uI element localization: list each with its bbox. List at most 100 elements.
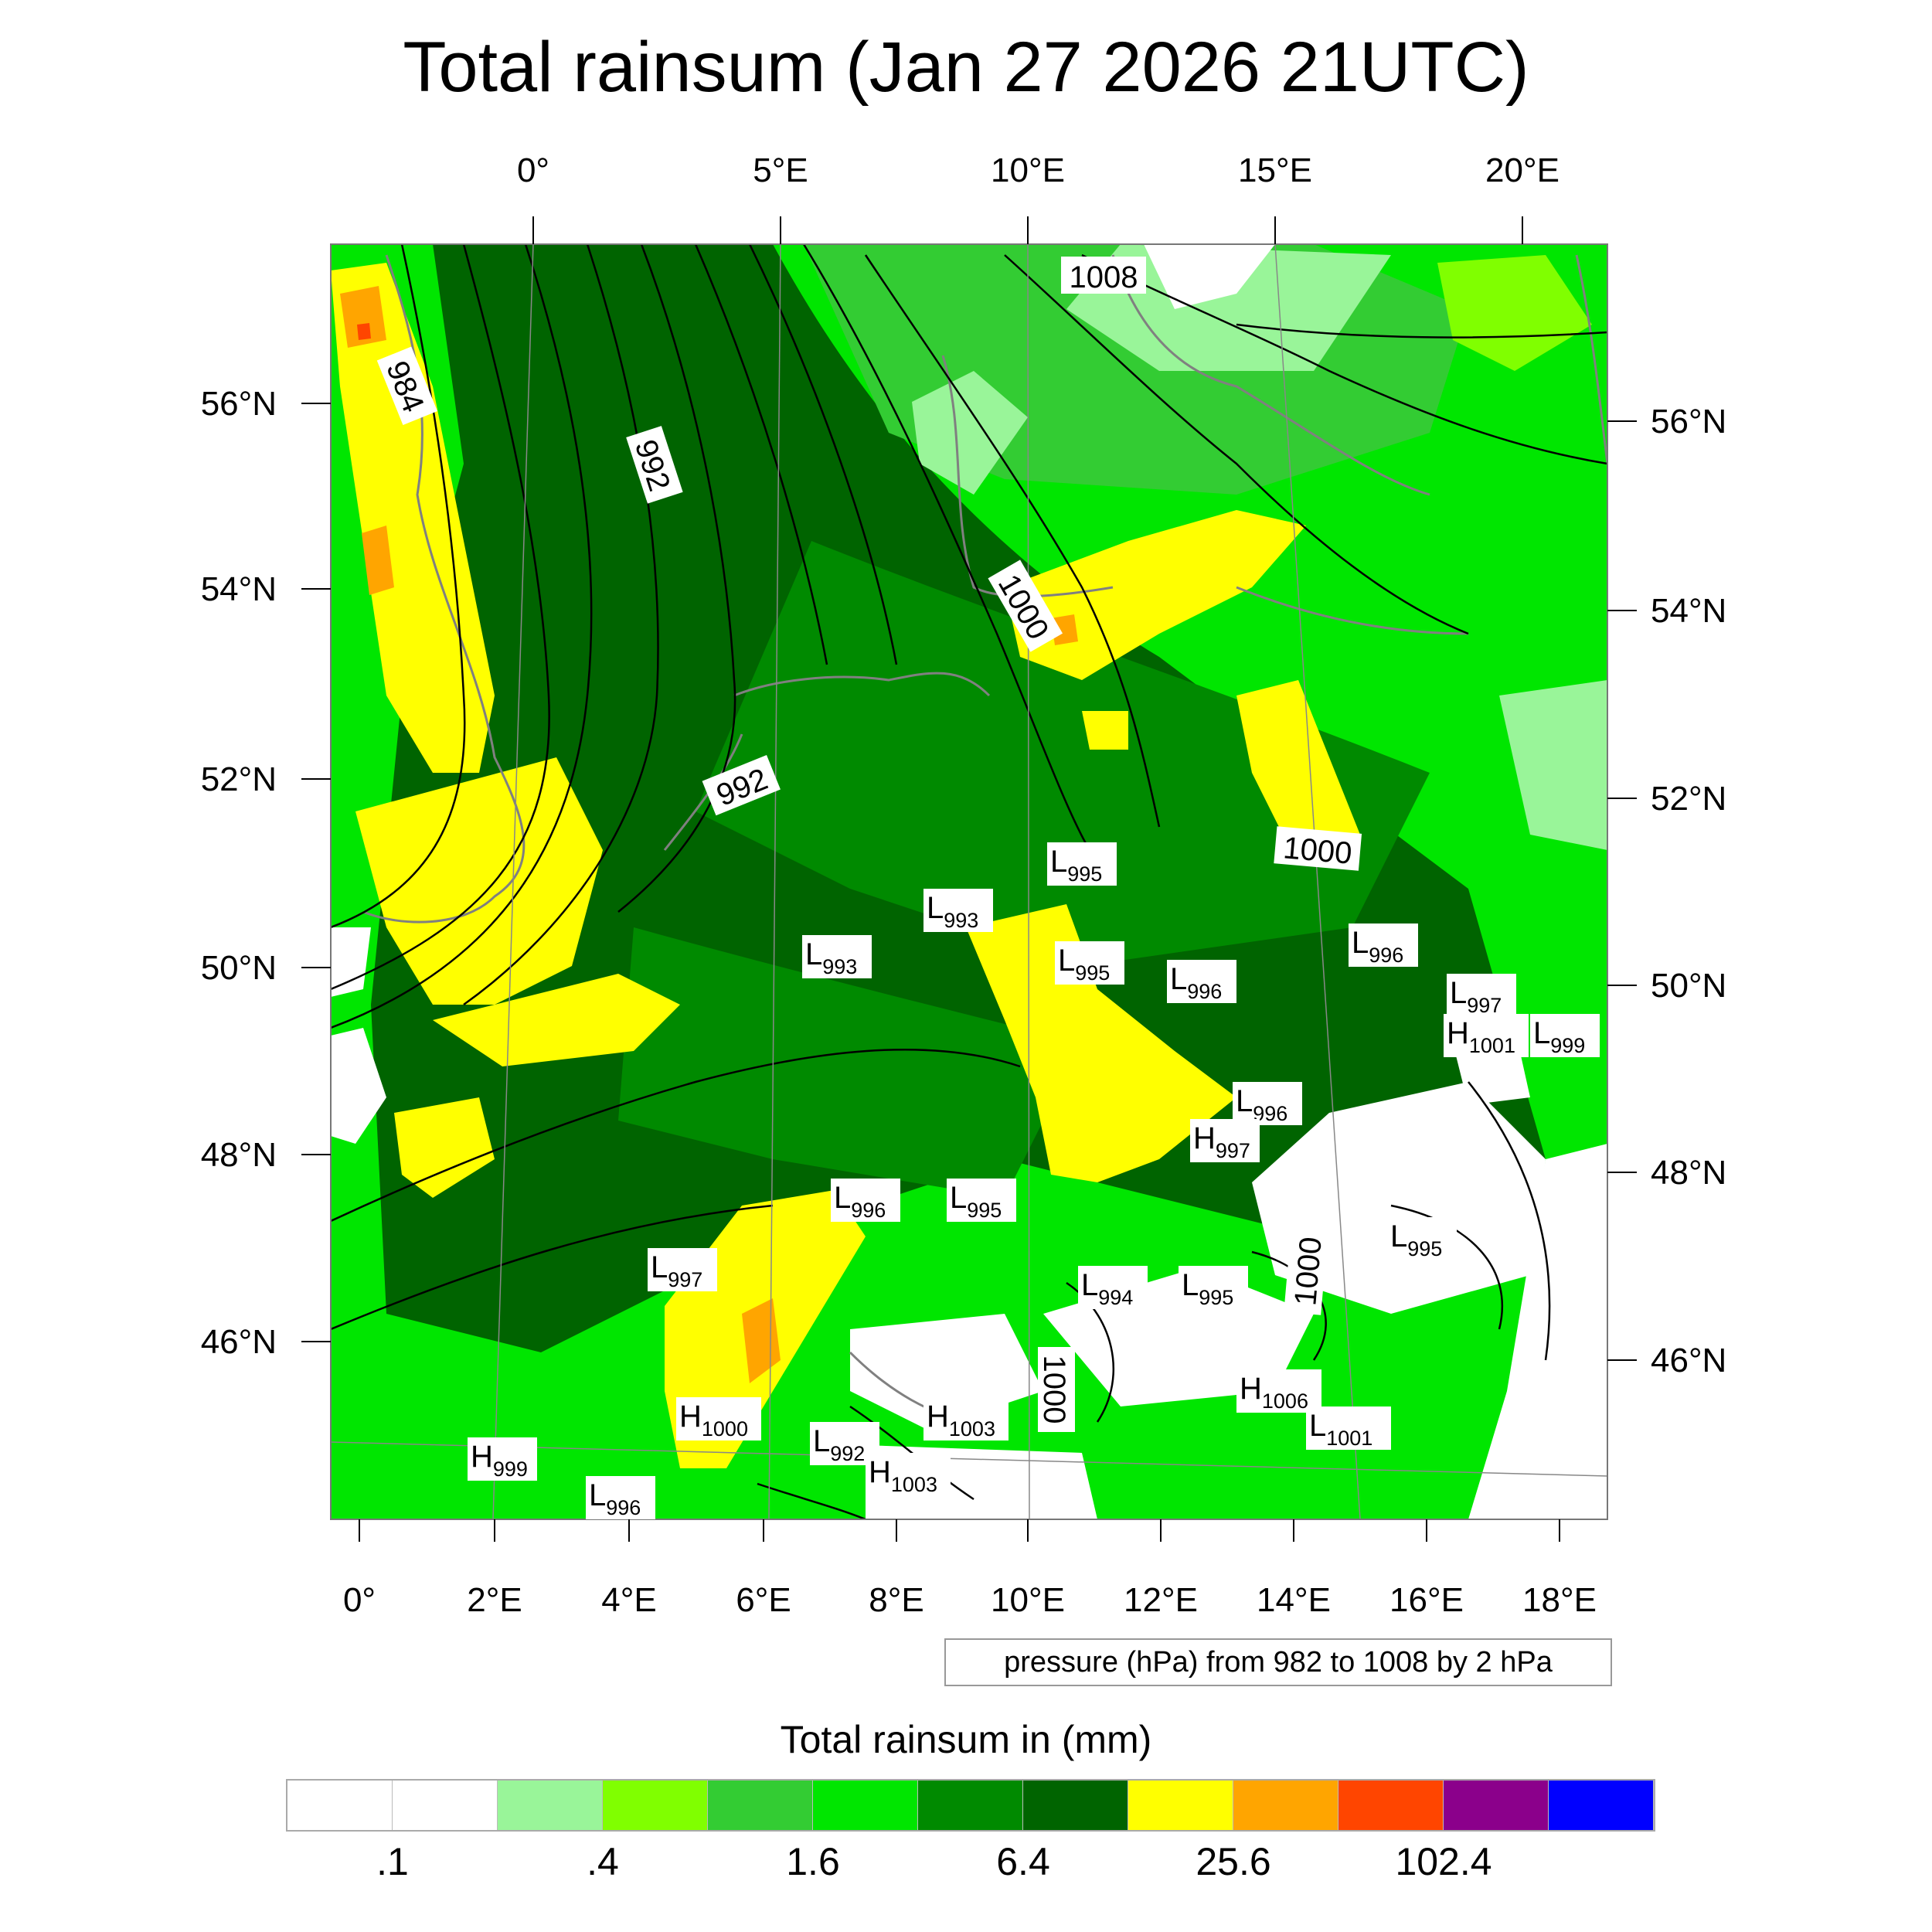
rainfall-field — [331, 244, 1607, 1519]
colorbar-swatch — [1549, 1781, 1654, 1830]
lon-tick: 10°E — [991, 151, 1065, 189]
pressure-centers: L995 L993 L993 L995 L996 L996 L997 H1001… — [468, 842, 1600, 1519]
lat-tick: 56°N — [1651, 403, 1726, 440]
colorbar-swatch — [1444, 1781, 1549, 1830]
svg-text:H999: H999 — [471, 1440, 528, 1481]
pressure-type: L — [1236, 1084, 1253, 1118]
lon-tick: 18°E — [1522, 1581, 1597, 1619]
lat-tick: 50°N — [1651, 967, 1726, 1005]
pressure-value: 995 — [1407, 1237, 1442, 1260]
lon-tick: 10°E — [991, 1581, 1065, 1619]
pressure-type: L — [651, 1250, 668, 1284]
pressure-value: 1000 — [702, 1417, 748, 1440]
lat-tick: 54°N — [1651, 592, 1726, 630]
svg-text:L995: L995 — [1050, 845, 1102, 886]
svg-text:L997: L997 — [651, 1250, 702, 1291]
right-latitude-ticks: 56°N 54°N 52°N 50°N 48°N 46°N — [1651, 403, 1726, 1379]
pressure-value: 992 — [830, 1442, 865, 1465]
left-latitude-ticks: 56°N 54°N 52°N 50°N 48°N 46°N — [201, 385, 277, 1361]
pressure-type: H — [1447, 1016, 1469, 1050]
pressure-value: 996 — [851, 1199, 886, 1222]
svg-text:H1000: H1000 — [679, 1400, 748, 1440]
pressure-type: H — [869, 1455, 891, 1489]
colorbar-label: 6.4 — [996, 1840, 1050, 1883]
svg-text:H1006: H1006 — [1240, 1372, 1308, 1413]
svg-text:L994: L994 — [1081, 1268, 1133, 1309]
graticule — [331, 244, 1607, 1519]
pressure-type: L — [1081, 1268, 1098, 1302]
pressure-value: 994 — [1098, 1286, 1133, 1309]
svg-text:L999: L999 — [1533, 1016, 1585, 1057]
svg-text:L996: L996 — [1352, 926, 1403, 967]
lat-tick: 46°N — [1651, 1342, 1726, 1379]
pressure-value: 993 — [822, 955, 857, 978]
pressure-value: 995 — [1199, 1286, 1233, 1309]
contour-label: 1000 — [1282, 831, 1353, 871]
lon-tick: 12°E — [1124, 1581, 1198, 1619]
pressure-type: L — [589, 1478, 606, 1512]
pressure-value: 993 — [944, 909, 978, 932]
svg-text:H1003: H1003 — [869, 1455, 937, 1496]
pressure-value: 996 — [1369, 944, 1403, 967]
pressure-value: 996 — [606, 1496, 641, 1519]
pressure-type: H — [1193, 1121, 1216, 1155]
pressure-value: 999 — [493, 1458, 528, 1481]
pressure-value: 995 — [967, 1199, 1002, 1222]
colorbar-swatch — [918, 1781, 1023, 1830]
pressure-value: 995 — [1067, 862, 1102, 886]
colorbar-swatch — [287, 1781, 393, 1830]
colorbar-label: 25.6 — [1196, 1840, 1271, 1883]
svg-text:L995: L995 — [1390, 1219, 1442, 1260]
lon-tick: 2°E — [467, 1581, 522, 1619]
pressure-value: 1003 — [891, 1473, 937, 1496]
pressure-type: L — [834, 1181, 851, 1215]
lat-tick: 54°N — [201, 570, 277, 608]
pressure-value: 996 — [1187, 980, 1222, 1003]
svg-text:L1001: L1001 — [1309, 1409, 1372, 1450]
pressure-type: L — [1450, 976, 1467, 1010]
pressure-value: 1003 — [949, 1417, 995, 1440]
lon-tick: 6°E — [736, 1581, 791, 1619]
lon-tick: 15°E — [1238, 151, 1312, 189]
svg-text:L993: L993 — [805, 937, 857, 978]
lat-tick: 52°N — [1651, 780, 1726, 818]
colorbar-swatch — [1023, 1781, 1128, 1830]
svg-text:L995: L995 — [1058, 944, 1110, 985]
contour-label: 1000 — [1288, 1236, 1328, 1307]
svg-text:H997: H997 — [1193, 1121, 1250, 1162]
pressure-type: L — [1533, 1016, 1550, 1050]
tick-marks — [301, 216, 1637, 1542]
colorbar-label: 102.4 — [1395, 1840, 1492, 1883]
lat-tick: 56°N — [201, 385, 277, 423]
lat-tick: 46°N — [201, 1323, 277, 1361]
colorbar-title: Total rainsum in (mm) — [780, 1718, 1152, 1761]
colorbar — [286, 1779, 1655, 1832]
svg-text:L997: L997 — [1450, 976, 1502, 1017]
colorbar-label: .4 — [587, 1840, 619, 1883]
bottom-longitude-ticks: 0° 2°E 4°E 6°E 8°E 10°E 12°E 14°E 16°E 1… — [343, 1581, 1597, 1619]
colorbar-swatch — [393, 1781, 498, 1830]
pressure-type: H — [927, 1400, 949, 1434]
lon-tick: 20°E — [1485, 151, 1560, 189]
svg-text:L996: L996 — [834, 1181, 886, 1222]
pressure-type: L — [1352, 926, 1369, 960]
pressure-type: L — [813, 1424, 830, 1458]
map-title: Total rainsum (Jan 27 2026 21UTC) — [403, 28, 1529, 107]
svg-text:L996: L996 — [589, 1478, 641, 1519]
lon-tick: 4°E — [601, 1581, 656, 1619]
svg-text:H1003: H1003 — [927, 1400, 995, 1440]
pressure-type: H — [471, 1440, 493, 1474]
pressure-value: 1001 — [1326, 1427, 1372, 1450]
contour-labels: 984 992 992 1000 1000 1008 1000 1000 — [376, 257, 1362, 1432]
lat-tick: 48°N — [1651, 1154, 1726, 1192]
colorbar-swatch — [1338, 1781, 1444, 1830]
lon-tick: 0° — [517, 151, 549, 189]
colorbar-swatch — [708, 1781, 813, 1830]
contour-info-box: pressure (hPa) from 982 to 1008 by 2 hPa — [944, 1638, 1612, 1686]
lon-tick: 0° — [343, 1581, 376, 1619]
plot-frame — [330, 243, 1608, 1520]
colorbar-swatch — [498, 1781, 603, 1830]
colorbar-swatch — [603, 1781, 708, 1830]
svg-text:L995: L995 — [950, 1181, 1002, 1222]
